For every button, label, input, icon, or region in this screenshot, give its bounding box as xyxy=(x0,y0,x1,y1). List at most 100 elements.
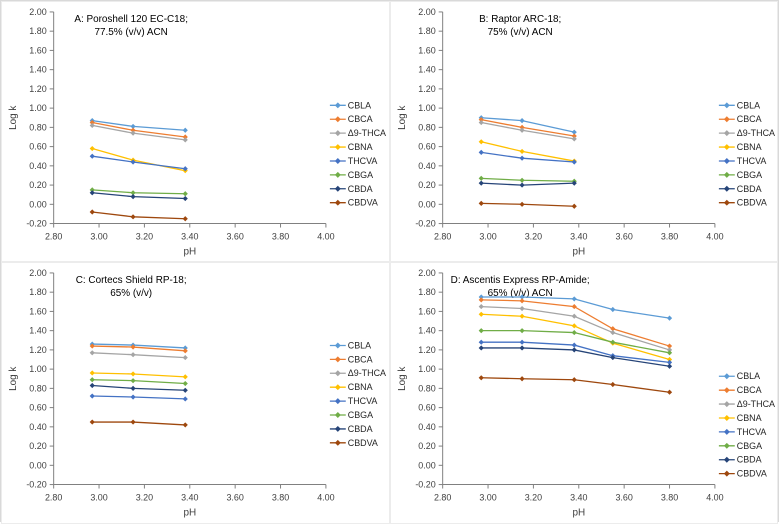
y-tick-label: -0.20 xyxy=(26,219,46,229)
axes: 2.80 3.00 3.20 3.40 3.60 3.80 4.00 2.00 1.80 1.60… xyxy=(415,7,723,242)
data-point-marker xyxy=(518,376,525,382)
legend-item-CBGA: CBGA xyxy=(718,441,762,451)
x-axis-label: pH xyxy=(183,508,196,519)
data-point-marker xyxy=(89,377,95,383)
y-tick-label: 2.00 xyxy=(29,268,46,278)
legend-label: CBCA xyxy=(348,355,373,365)
data-point-marker xyxy=(89,190,95,196)
series-CBDVA xyxy=(89,419,188,428)
data-point-marker xyxy=(518,148,525,154)
data-point-marker xyxy=(89,153,95,159)
legend-marker-icon xyxy=(334,171,341,178)
legend-label: CBDVA xyxy=(736,198,766,208)
data-point-marker xyxy=(518,339,525,346)
legend-label: Δ9-THCA xyxy=(348,369,386,379)
data-point-marker xyxy=(182,374,188,380)
legend-item-CBGA: CBGA xyxy=(329,410,373,420)
legend-item-Δ9-THCA: Δ9-THCA xyxy=(329,128,386,138)
data-point-marker xyxy=(666,389,672,396)
chart-title-line: D: Ascentis Express RP-Amide; xyxy=(450,275,589,286)
x-tick-label: 3.00 xyxy=(479,493,496,503)
legend-item-THCVA: THCVA xyxy=(329,156,377,166)
x-tick-label: 3.80 xyxy=(272,493,289,503)
legend-marker-icon xyxy=(723,144,730,151)
legend-item-THCVA: THCVA xyxy=(718,427,766,437)
y-tick-label: 2.00 xyxy=(418,7,435,17)
x-tick-label: 3.40 xyxy=(570,231,587,241)
data-point-marker xyxy=(571,323,577,329)
legend-item-CBLA: CBLA xyxy=(329,341,371,351)
data-point-marker xyxy=(89,393,95,399)
y-tick-label: 1.20 xyxy=(418,345,435,355)
chart-panel-b: 2.80 3.00 3.20 3.40 3.60 3.80 4.00 2.00 1.80 1.60… xyxy=(389,1,778,263)
data-point-marker xyxy=(130,394,136,400)
y-tick-label: 1.00 xyxy=(418,364,435,374)
data-point-marker xyxy=(130,194,136,200)
y-tick-label: 0.40 xyxy=(418,422,435,432)
series-CBDA xyxy=(89,190,188,202)
y-tick-label: 2.00 xyxy=(418,268,435,278)
data-point-marker xyxy=(130,419,136,425)
data-point-marker xyxy=(666,315,672,322)
data-point-marker xyxy=(571,347,577,353)
series-CBCA xyxy=(478,117,577,139)
y-tick-label: 0.20 xyxy=(418,180,435,190)
legend-item-CBGA: CBGA xyxy=(718,170,762,180)
data-point-marker xyxy=(89,209,95,215)
chart-title-line: 65% (v/v) xyxy=(110,288,152,299)
data-point-marker xyxy=(182,134,188,140)
y-tick-label: -0.20 xyxy=(415,480,435,490)
data-point-marker xyxy=(518,306,525,312)
data-point-marker xyxy=(130,130,136,136)
x-tick-label: 2.80 xyxy=(45,493,62,503)
x-tick-label: 3.60 xyxy=(615,493,632,503)
y-tick-label: 1.40 xyxy=(29,326,46,336)
legend-item-CBLA: CBLA xyxy=(718,100,760,110)
data-point-marker xyxy=(609,307,615,313)
data-point-marker xyxy=(518,118,525,124)
legend-marker-icon xyxy=(334,384,341,391)
y-axis-label: Log k xyxy=(396,106,407,130)
legend-item-Δ9-THCA: Δ9-THCA xyxy=(329,369,386,379)
legend-marker-icon xyxy=(334,157,341,164)
legend-label: CBLA xyxy=(348,100,371,110)
legend-marker-icon xyxy=(334,116,341,123)
y-tick-label: 0.40 xyxy=(29,161,46,171)
axes: 2.80 3.00 3.20 3.40 3.60 3.80 4.00 2.00 1.80 1.60… xyxy=(415,268,723,503)
legend-item-CBGA: CBGA xyxy=(329,170,373,180)
legend-label: CBDA xyxy=(736,184,761,194)
data-point-marker xyxy=(571,377,577,383)
legend-label: CBCA xyxy=(736,385,761,395)
legend-label: Δ9-THCA xyxy=(736,399,774,409)
x-tick-label: 3.20 xyxy=(524,231,541,241)
legend-label: CBNA xyxy=(348,142,373,152)
y-tick-label: 0.40 xyxy=(29,422,46,432)
legend-marker-icon xyxy=(723,470,730,477)
data-point-marker xyxy=(89,350,95,356)
series-THCVA xyxy=(89,393,188,402)
series-CBCA xyxy=(478,297,672,349)
x-tick-label: 3.20 xyxy=(136,231,153,241)
series-CBDA xyxy=(89,383,188,394)
data-point-marker xyxy=(518,298,525,304)
data-point-marker xyxy=(666,363,672,370)
series-CBCA xyxy=(89,119,188,140)
legend-item-CBDA: CBDA xyxy=(718,184,761,194)
y-tick-label: 0.00 xyxy=(29,461,46,471)
x-tick-label: 3.80 xyxy=(660,231,677,241)
legend-marker-icon xyxy=(334,440,341,447)
legend-label: CBNA xyxy=(348,382,373,392)
data-point-marker xyxy=(666,350,672,356)
series-CBNA xyxy=(478,139,577,164)
legend-marker-icon xyxy=(723,130,730,137)
y-axis-label: Log k xyxy=(8,367,19,391)
y-tick-label: 0.00 xyxy=(29,199,46,209)
data-point-marker xyxy=(182,348,188,354)
data-point-marker xyxy=(478,200,484,206)
y-tick-label: 1.80 xyxy=(418,287,435,297)
legend-item-CBDVA: CBDVA xyxy=(718,469,766,479)
y-tick-label: 1.80 xyxy=(29,287,46,297)
legend-label: CBDVA xyxy=(348,438,378,448)
x-tick-label: 3.60 xyxy=(615,231,632,241)
data-point-marker xyxy=(182,166,188,172)
